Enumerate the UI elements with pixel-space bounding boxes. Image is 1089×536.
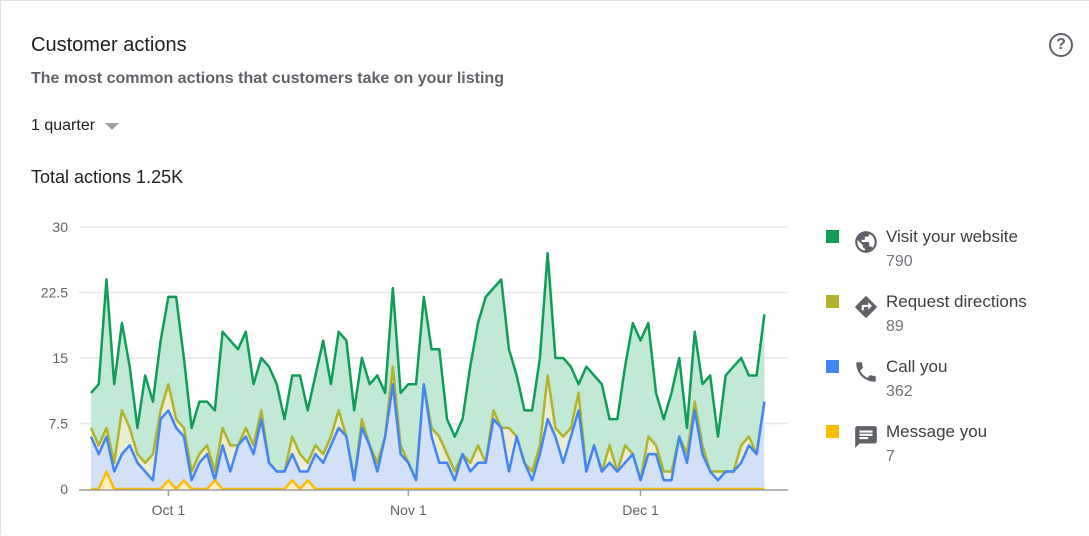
legend-label: Message you — [886, 422, 988, 441]
caret-down-icon — [105, 122, 120, 130]
x-tick-label: Nov 1 — [390, 502, 427, 518]
legend-swatch — [826, 230, 839, 243]
legend-count: 362 — [886, 383, 913, 400]
y-tick-label: 30 — [52, 219, 68, 235]
legend-count: 89 — [886, 318, 904, 335]
period-selected-value: 1 quarter — [31, 117, 96, 134]
x-tick-label: Dec 1 — [622, 502, 659, 518]
legend-swatch — [826, 360, 839, 373]
help-circle-icon[interactable]: ? — [1049, 33, 1073, 57]
legend-swatch — [826, 295, 839, 308]
y-tick-label: 22.5 — [41, 285, 68, 301]
area-call-you — [91, 384, 765, 489]
area-visit-your-website — [91, 253, 765, 481]
period-dropdown[interactable]: 1 quarter — [31, 117, 120, 135]
message-icon — [855, 426, 877, 448]
legend-count: 7 — [886, 448, 895, 465]
y-tick-label: 7.5 — [49, 416, 69, 432]
x-tick-label: Oct 1 — [152, 502, 186, 518]
legend-item-directions[interactable]: Request directions 89 — [826, 290, 1086, 350]
y-tick-label: 0 — [60, 481, 68, 497]
legend-label: Request directions — [886, 292, 1027, 311]
legend-item-call[interactable]: Call you 362 — [826, 355, 1086, 415]
phone-icon — [856, 362, 876, 382]
y-tick-label: 15 — [52, 350, 68, 366]
line-visit-your-website — [90, 251, 766, 438]
line-message-you — [91, 470, 765, 491]
total-actions: Total actions 1.25K — [31, 167, 184, 187]
legend-label: Call you — [886, 357, 948, 376]
legend-item-message[interactable]: Message you 7 — [826, 420, 1086, 480]
card-subtitle: The most common actions that customers t… — [31, 70, 504, 87]
line-call-you — [89, 382, 766, 482]
legend-swatch — [826, 425, 839, 438]
legend-count: 790 — [886, 253, 913, 270]
legend-item-website[interactable]: Visit your website 790 — [826, 225, 1086, 285]
directions-icon — [855, 296, 877, 318]
globe-icon — [855, 231, 877, 253]
legend-label: Visit your website — [886, 227, 1018, 246]
card-title: Customer actions — [31, 34, 187, 56]
